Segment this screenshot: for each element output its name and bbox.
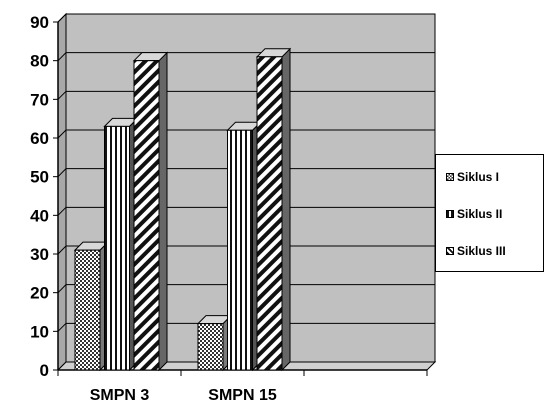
- side-wall: [57, 12, 67, 372]
- y-tick-label: 60: [30, 129, 49, 148]
- legend-swatch-vertical: [446, 210, 454, 218]
- gridline: [57, 52, 435, 62]
- bar: [255, 47, 292, 372]
- gridline: [57, 245, 435, 255]
- gridline: [57, 284, 435, 294]
- legend-label: Siklus I: [457, 170, 500, 184]
- bar: [132, 51, 169, 372]
- bar: [103, 117, 139, 372]
- legend-swatch-checker: [446, 173, 454, 181]
- gridline: [57, 90, 435, 100]
- legend-label: Siklus III: [457, 244, 506, 258]
- gridline: [57, 322, 435, 332]
- y-tick-label: 10: [30, 322, 49, 341]
- y-tick-label: 70: [30, 90, 49, 109]
- gridline: [57, 13, 435, 23]
- y-tick-label: 0: [40, 361, 49, 380]
- y-tick-label: 40: [30, 206, 49, 225]
- gridline: [57, 168, 435, 178]
- legend-swatch-diagonal: [446, 247, 454, 255]
- y-tick-label: 80: [30, 52, 49, 71]
- x-tick-label: SMPN 15: [208, 387, 277, 404]
- x-tick-label: SMPN 3: [90, 387, 150, 404]
- gridline: [57, 129, 435, 139]
- y-tick-label: 50: [30, 168, 49, 187]
- y-tick-label: 20: [30, 284, 49, 303]
- y-tick-label: 90: [30, 13, 49, 32]
- bar: [226, 121, 262, 372]
- legend-label: Siklus II: [457, 207, 503, 221]
- legend-item-siklus-3: Siklus III: [446, 244, 506, 258]
- legend-item-siklus-2: Siklus II: [446, 207, 502, 221]
- gridline: [57, 206, 435, 216]
- y-tick-label: 30: [30, 245, 49, 264]
- legend: Siklus I Siklus II Siklus III: [435, 154, 544, 272]
- bar: [73, 240, 110, 372]
- bar: [196, 314, 233, 372]
- legend-item-siklus-1: Siklus I: [446, 170, 499, 184]
